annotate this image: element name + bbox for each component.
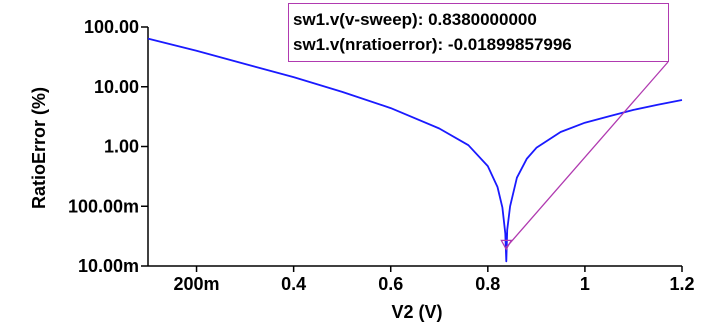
x-tick-label: 0.8 — [475, 274, 500, 294]
y-tick-label: 100.00m — [68, 196, 139, 216]
marker-arrow-icon — [500, 239, 513, 251]
marker-readout-y: sw1.v(nratioerror): -0.01899857996 — [293, 35, 572, 54]
x-tick-label: 0.6 — [378, 274, 403, 294]
y-tick-label: 100.00 — [84, 17, 139, 37]
marker-readout-box: sw1.v(v-sweep): 0.8380000000 sw1.v(nrati… — [288, 3, 669, 62]
y-tick-label: 10.00 — [94, 77, 139, 97]
x-tick-label: 0.4 — [281, 274, 306, 294]
x-tick-label: 200m — [174, 274, 220, 294]
y-tick-label: 10.00m — [78, 256, 139, 276]
y-tick-label: 1.00 — [104, 137, 139, 157]
marker-pointer-line — [505, 61, 669, 248]
x-tick-label: 1 — [580, 274, 590, 294]
series-line — [147, 37, 683, 263]
x-axis-title: V2 (V) — [391, 302, 442, 322]
x-tick-label: 1.2 — [669, 274, 694, 294]
marker-readout-x: sw1.v(v-sweep): 0.8380000000 — [293, 10, 537, 29]
y-axis-title: RatioError (%) — [29, 87, 49, 209]
